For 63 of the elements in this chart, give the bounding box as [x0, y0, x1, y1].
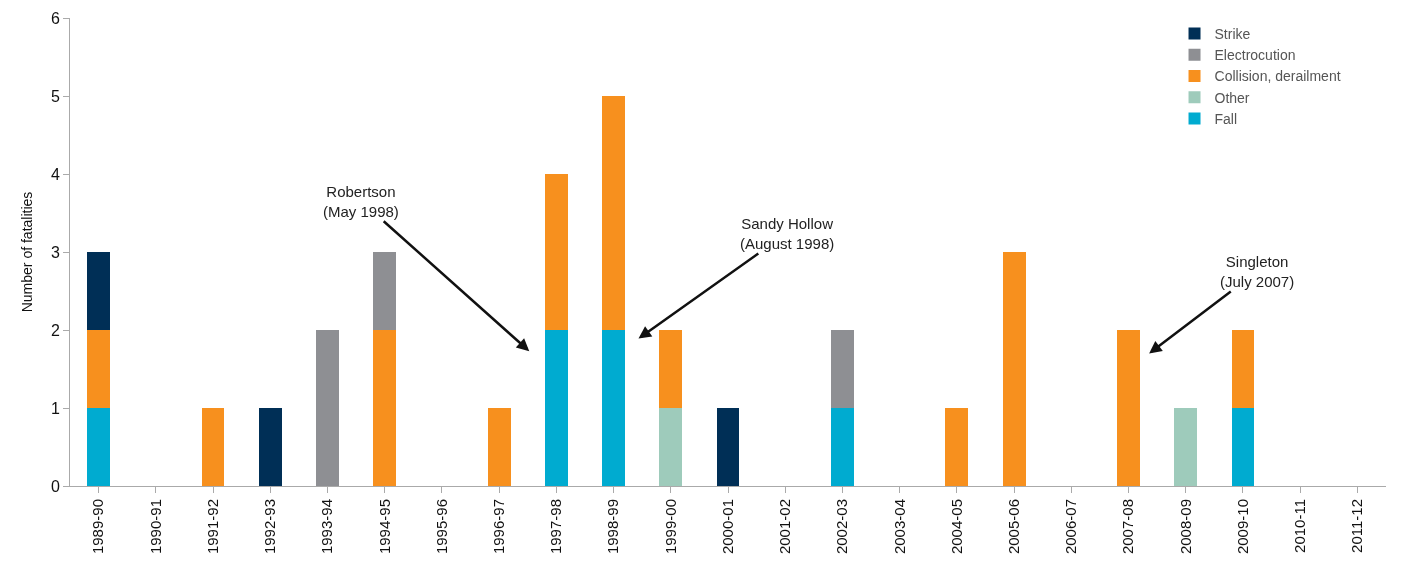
- legend-label: Collision, derailment: [1214, 68, 1341, 85]
- annotation: Singleton (July 2007): [1220, 253, 1295, 290]
- x-tick-label: 1998-99: [604, 499, 622, 555]
- x-tick-label: 2010-11: [1291, 499, 1309, 553]
- x-tick-label: 1996-97: [490, 499, 508, 555]
- x-tick-label: 1992-93: [261, 499, 279, 555]
- bar: [1231, 330, 1255, 408]
- bar: [830, 408, 854, 486]
- y-tick-label: 2: [50, 321, 60, 339]
- x-tick-label: 1993-94: [318, 499, 336, 555]
- y-tick-label: 5: [50, 87, 60, 105]
- x-tick-label: 1995-96: [432, 499, 450, 555]
- x-tick-label: 2003-04: [890, 499, 908, 555]
- bar: [830, 330, 854, 408]
- bar: [659, 330, 683, 408]
- legend-label: Other: [1214, 89, 1250, 106]
- x-tick-label: 2002-03: [833, 499, 851, 555]
- x-tick-label: 2007-08: [1119, 499, 1137, 555]
- bar: [544, 174, 568, 330]
- y-tick-label: 4: [50, 165, 60, 183]
- x-tick-label: 2004-05: [947, 499, 965, 555]
- legend-label: Fall: [1214, 110, 1238, 127]
- bar: [201, 408, 225, 486]
- bar: [87, 408, 111, 486]
- bar: [1002, 252, 1026, 486]
- bar: [602, 96, 626, 330]
- x-tick-label: 2011-12: [1348, 499, 1366, 553]
- bar: [316, 330, 339, 486]
- x-tick-label: 1989-90: [89, 499, 107, 555]
- x-tick-label: 2008-09: [1176, 499, 1194, 555]
- bar: [87, 330, 111, 408]
- x-tick-label: 2009-10: [1233, 499, 1251, 555]
- bar: [1231, 408, 1255, 486]
- x-tick-label: 2005-06: [1004, 499, 1022, 555]
- annotation: Robertson (May 1998): [323, 183, 399, 220]
- annotation: Sandy Hollow (August 1998): [740, 215, 835, 252]
- y-tick-label: 6: [50, 9, 60, 27]
- bar: [258, 408, 282, 486]
- x-tick-label: 2000-01: [718, 499, 736, 555]
- bar: [602, 330, 626, 486]
- bar: [373, 252, 397, 330]
- bar: [373, 330, 397, 486]
- bar: [659, 408, 683, 486]
- bar: [716, 408, 740, 486]
- y-tick-label: 0: [50, 477, 60, 495]
- bar: [945, 408, 969, 486]
- bar: [1117, 330, 1140, 486]
- y-tick-label: 3: [50, 243, 60, 261]
- bar: [87, 252, 111, 330]
- bar: [487, 408, 511, 486]
- x-tick-label: 1990-91: [146, 499, 164, 555]
- x-tick-label: 1999-00: [661, 499, 679, 555]
- x-tick-label: 2006-07: [1062, 499, 1080, 555]
- legend-label: Electrocution: [1214, 47, 1296, 64]
- bar: [1174, 408, 1198, 486]
- x-tick-label: 1997-98: [547, 499, 565, 555]
- bar: [544, 330, 568, 486]
- y-axis-title: Number of fatalities: [19, 191, 35, 313]
- y-tick-label: 1: [50, 399, 60, 417]
- x-tick-label: 1991-92: [203, 499, 221, 555]
- x-tick-label: 2001-02: [776, 499, 794, 555]
- legend-label: Strike: [1214, 26, 1251, 43]
- x-tick-label: 1994-95: [375, 499, 393, 555]
